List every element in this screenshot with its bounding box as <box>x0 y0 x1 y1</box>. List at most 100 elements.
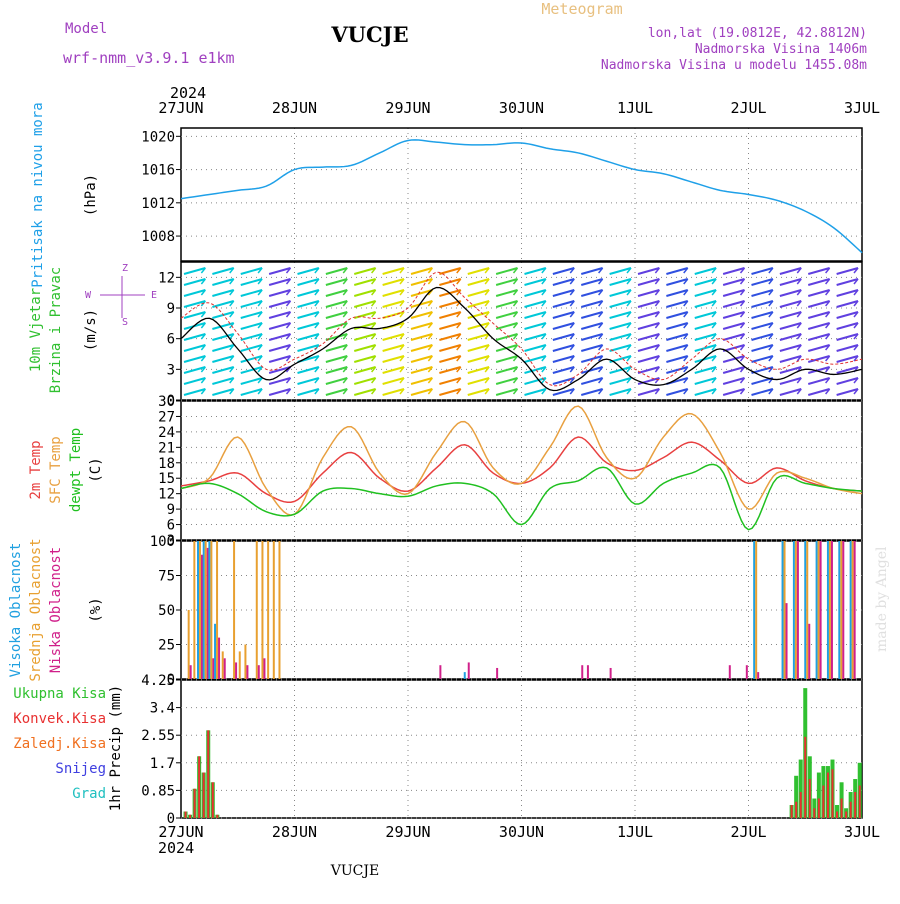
wind-barb <box>637 311 660 319</box>
axis-side-label: 10m Vjetar <box>28 288 44 372</box>
precip-bar-conv <box>211 782 214 818</box>
precip-ytick-label: 3.4 <box>150 701 175 717</box>
wind-barb-flag <box>285 278 292 285</box>
temp-ytick-label: 15 <box>158 471 175 487</box>
wind-barb <box>722 366 745 374</box>
wind-barb <box>240 300 263 308</box>
x-tick-label-top: 28JUN <box>272 99 317 117</box>
wind-barb <box>807 377 830 385</box>
wind-barb <box>666 289 689 297</box>
axis-side-label: SFC Temp <box>48 436 64 503</box>
wind-barb-flag <box>484 300 490 307</box>
wind-barb <box>297 289 320 297</box>
wind-barb-flag <box>371 377 377 384</box>
wind-barb-flag <box>853 267 859 274</box>
wind-barb <box>807 322 830 330</box>
wind-barb-column <box>439 267 462 396</box>
wind-barb-flag <box>825 289 831 296</box>
wind-barb <box>637 322 660 330</box>
wind-barb-flag <box>512 322 519 329</box>
precip-bar-conv <box>845 811 848 818</box>
wind-barb <box>495 300 518 308</box>
wind-barb <box>212 333 235 341</box>
wind-barb-flag <box>598 322 604 329</box>
wind-barb <box>268 278 291 286</box>
wind-barb-flag <box>541 289 547 296</box>
wind-barb-flag <box>456 267 462 274</box>
wind-barb <box>779 388 802 396</box>
wind-barb <box>439 366 462 374</box>
wind-barb <box>495 333 518 341</box>
wind-barb <box>382 355 405 363</box>
wind-barb-flag <box>229 267 235 274</box>
wind-barb <box>183 344 206 352</box>
wind-barb-column <box>212 267 235 396</box>
wind-barb-column <box>666 267 689 396</box>
wind-ytick-label: 0 <box>167 393 175 409</box>
wind-barb-flag <box>853 278 859 285</box>
wind-barb-flag <box>512 289 519 296</box>
clouds-panel: 0 25 50 75 100 Visoka Oblacnost Srednja Oblacn… <box>8 534 863 688</box>
wind-barb-flag <box>342 333 348 340</box>
wind-barb-flag <box>654 355 660 362</box>
wind-barb <box>836 366 859 374</box>
wind-barb-flag <box>825 388 831 395</box>
pressure-ytick-label: 1012 <box>141 196 175 212</box>
wind-barb <box>722 377 745 385</box>
precip-bar-conv <box>799 792 802 818</box>
wind-barb-flag <box>711 388 717 395</box>
wind-barb <box>268 300 291 308</box>
wind-barb <box>410 289 433 297</box>
wind-barb <box>353 289 376 297</box>
wind-barb-flag <box>427 267 433 274</box>
wind-barb-flag <box>626 322 632 329</box>
wind-barb <box>694 311 717 319</box>
wind-barb <box>552 322 575 330</box>
wind-barb-flag <box>825 311 831 318</box>
x-tick-label-bottom: 28JUN <box>272 823 317 841</box>
wind-barb <box>240 267 263 275</box>
wind-barb-flag <box>371 388 377 395</box>
wind-barb-flag <box>512 300 519 307</box>
wind-barb-flag <box>314 267 320 274</box>
wind-speed-line <box>180 286 863 392</box>
wind-barb <box>524 278 547 286</box>
wind-barb <box>268 289 291 297</box>
wind-barb-flag <box>257 267 263 274</box>
wind-barb-flag <box>427 311 433 318</box>
wind-barb <box>467 278 490 286</box>
wind-barb-flag <box>371 289 377 296</box>
wind-barb-flag <box>598 311 604 318</box>
wind-barb-flag <box>711 333 717 340</box>
wind-barb-flag <box>569 377 575 384</box>
wind-barb <box>524 366 547 374</box>
wind-barb-flag <box>825 333 831 340</box>
wind-barb <box>524 377 547 385</box>
wind-barb-flag <box>569 388 575 395</box>
precip-bar-conv <box>849 801 852 818</box>
wind-barb <box>212 388 235 396</box>
wind-barb-flag <box>512 311 519 318</box>
wind-barb-flag <box>853 377 859 384</box>
wind-barb-flag <box>371 267 377 274</box>
wind-barb-flag <box>484 377 490 384</box>
wind-barb-flag <box>796 322 802 329</box>
pressure-frame <box>180 127 863 262</box>
wind-barb-flag <box>569 355 575 362</box>
wind-barb <box>751 333 774 341</box>
wind-barb-flag <box>739 355 746 362</box>
precip-ytick-label: 1.7 <box>150 756 175 772</box>
wind-barb-flag <box>654 300 660 307</box>
wind-barb <box>694 388 717 396</box>
wind-barb-column <box>467 267 490 396</box>
wind-barb-flag <box>626 377 632 384</box>
wind-barb <box>694 289 717 297</box>
x-tick-label-top: 2JUL <box>730 99 766 117</box>
wind-barb-flag <box>484 366 490 373</box>
axis-side-label: Srednja Oblacnost <box>28 538 44 681</box>
wind-barb <box>580 289 603 297</box>
wind-barb <box>779 344 802 352</box>
wind-barb <box>552 333 575 341</box>
temp-line-2 <box>180 463 863 531</box>
